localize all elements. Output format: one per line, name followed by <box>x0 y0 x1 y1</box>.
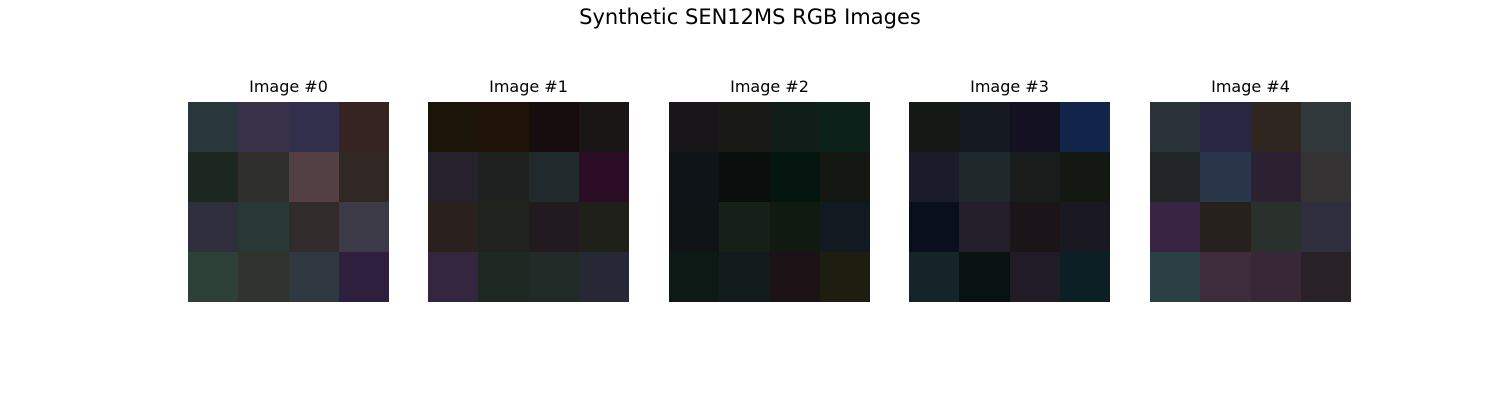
pixel-cell <box>669 252 720 302</box>
pixel-cell <box>959 152 1010 202</box>
pixel-cell <box>1200 102 1251 152</box>
image-grid-4 <box>1150 102 1351 302</box>
pixel-cell <box>338 102 389 152</box>
pixel-cell <box>819 252 870 302</box>
pixel-cell <box>478 252 529 302</box>
pixel-cell <box>719 102 770 152</box>
pixel-cell <box>238 152 289 202</box>
pixel-cell <box>769 202 820 252</box>
pixel-cell <box>528 152 579 202</box>
pixel-cell <box>1200 152 1251 202</box>
pixel-cell <box>669 202 720 252</box>
pixel-cell <box>1009 202 1060 252</box>
pixel-cell <box>1150 252 1201 302</box>
image-title-0: Image #0 <box>249 77 328 96</box>
pixel-cell <box>578 202 629 252</box>
pixel-cell <box>288 202 339 252</box>
pixel-cell <box>909 102 960 152</box>
pixel-cell <box>1300 152 1351 202</box>
pixel-cell <box>819 202 870 252</box>
pixel-cell <box>478 152 529 202</box>
pixel-cell <box>719 152 770 202</box>
image-grid-3 <box>909 102 1110 302</box>
pixel-cell <box>1300 102 1351 152</box>
pixel-cell <box>428 252 479 302</box>
figure-title: Synthetic SEN12MS RGB Images <box>579 5 921 29</box>
pixel-cell <box>769 152 820 202</box>
pixel-cell <box>1150 102 1201 152</box>
pixel-cell <box>528 102 579 152</box>
pixel-cell <box>478 202 529 252</box>
pixel-cell <box>819 152 870 202</box>
pixel-cell <box>909 252 960 302</box>
pixel-cell <box>819 102 870 152</box>
pixel-cell <box>1200 252 1251 302</box>
pixel-cell <box>478 102 529 152</box>
pixel-cell <box>338 152 389 202</box>
image-panel-3: Image #3 <box>909 76 1110 302</box>
pixel-cell <box>1300 202 1351 252</box>
image-panel-2: Image #2 <box>669 76 870 302</box>
pixel-cell <box>188 202 239 252</box>
pixel-cell <box>528 202 579 252</box>
pixel-cell <box>1250 102 1301 152</box>
pixel-cell <box>338 252 389 302</box>
pixel-cell <box>669 102 720 152</box>
pixel-cell <box>428 102 479 152</box>
pixel-cell <box>238 252 289 302</box>
pixel-cell <box>1150 152 1201 202</box>
pixel-cell <box>909 202 960 252</box>
pixel-cell <box>288 152 339 202</box>
pixel-cell <box>528 252 579 302</box>
pixel-cell <box>578 152 629 202</box>
pixel-cell <box>1250 152 1301 202</box>
pixel-cell <box>1059 202 1110 252</box>
pixel-cell <box>238 102 289 152</box>
pixel-cell <box>909 152 960 202</box>
pixel-cell <box>428 202 479 252</box>
image-title-4: Image #4 <box>1211 77 1290 96</box>
pixel-cell <box>719 202 770 252</box>
pixel-cell <box>719 252 770 302</box>
pixel-cell <box>1200 202 1251 252</box>
pixel-cell <box>428 152 479 202</box>
pixel-cell <box>669 152 720 202</box>
pixel-cell <box>769 102 820 152</box>
image-title-1: Image #1 <box>489 77 568 96</box>
pixel-cell <box>1250 202 1301 252</box>
image-title-3: Image #3 <box>970 77 1049 96</box>
image-panel-1: Image #1 <box>428 76 629 302</box>
pixel-cell <box>1150 202 1201 252</box>
pixel-cell <box>959 102 1010 152</box>
pixel-cell <box>188 252 239 302</box>
pixel-cell <box>288 102 339 152</box>
image-panel-0: Image #0 <box>188 76 389 302</box>
pixel-cell <box>1059 252 1110 302</box>
pixel-cell <box>188 152 239 202</box>
pixel-cell <box>188 102 239 152</box>
pixel-cell <box>1009 102 1060 152</box>
pixel-cell <box>959 252 1010 302</box>
pixel-cell <box>1009 252 1060 302</box>
pixel-cell <box>1059 152 1110 202</box>
pixel-cell <box>1300 252 1351 302</box>
image-grid-1 <box>428 102 629 302</box>
image-grid-0 <box>188 102 389 302</box>
pixel-cell <box>1009 152 1060 202</box>
pixel-cell <box>288 252 339 302</box>
image-panel-4: Image #4 <box>1150 76 1351 302</box>
pixel-cell <box>1059 102 1110 152</box>
pixel-cell <box>338 202 389 252</box>
pixel-cell <box>578 102 629 152</box>
pixel-cell <box>1250 252 1301 302</box>
pixel-cell <box>769 252 820 302</box>
image-title-2: Image #2 <box>730 77 809 96</box>
image-grid-2 <box>669 102 870 302</box>
pixel-cell <box>959 202 1010 252</box>
pixel-cell <box>578 252 629 302</box>
pixel-cell <box>238 202 289 252</box>
